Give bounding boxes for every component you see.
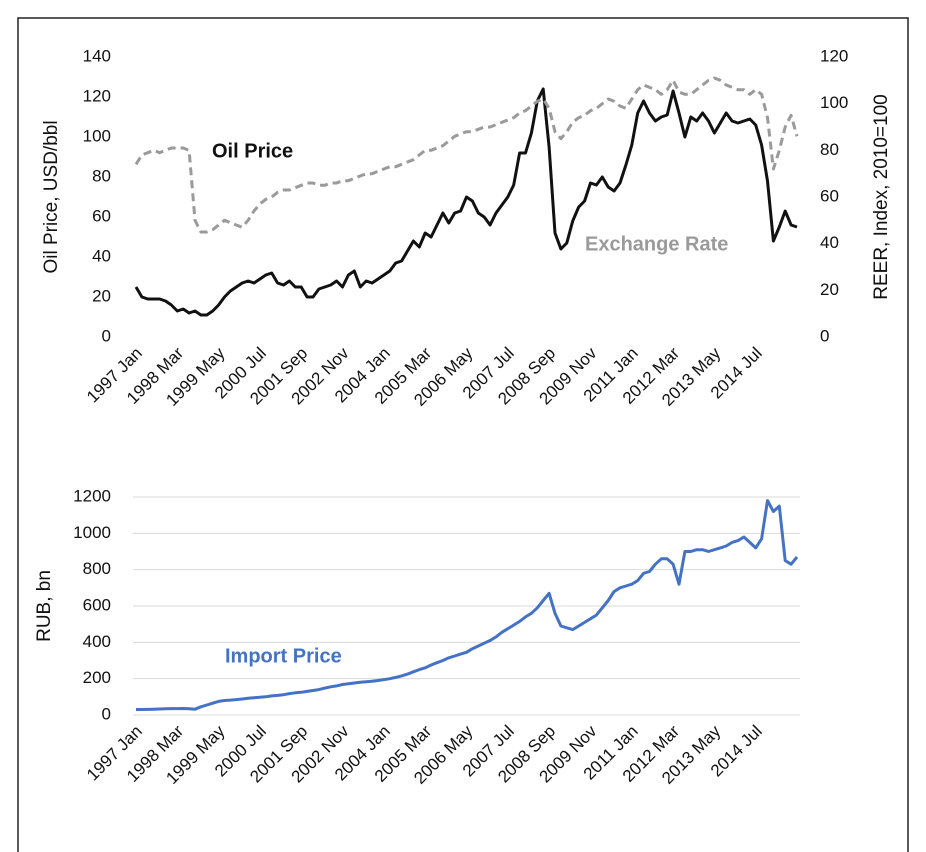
data-line (134, 87, 798, 317)
y2-tick-label: 20 (820, 280, 839, 299)
y-tick-label: 140 (83, 46, 111, 65)
data-line (136, 499, 799, 711)
y-tick-label: 80 (92, 166, 111, 185)
y-tick-label: 20 (92, 286, 111, 305)
y2-tick-label: 80 (820, 140, 839, 159)
y-tick-label: 1000 (73, 523, 111, 542)
series-label: Import Price (225, 645, 342, 667)
y-tick-label: 0 (102, 704, 111, 723)
y2-tick-label: 40 (820, 233, 839, 252)
series-label: Oil Price (212, 140, 293, 162)
y-axis-title: Oil Price, USD/bbl (41, 120, 62, 273)
y-tick-label: 200 (83, 668, 111, 687)
y2-tick-label: 60 (820, 186, 839, 205)
y-tick-label: 120 (83, 86, 111, 105)
frame (17, 17, 909, 852)
y-tick-label: 0 (102, 326, 111, 345)
y2-tick-label: 0 (820, 326, 829, 345)
y2-tick-label: 120 (820, 46, 848, 65)
y-tick-label: 60 (92, 206, 111, 225)
series-label: Exchange Rate (585, 233, 728, 255)
y-tick-label: 400 (83, 632, 111, 651)
y2-tick-label: 100 (820, 93, 848, 112)
y-tick-label: 600 (83, 595, 111, 614)
y-axis-title: RUB, bn (34, 570, 55, 642)
y-tick-label: 800 (83, 559, 111, 578)
y-tick-label: 40 (92, 246, 111, 265)
y-tick-label: 100 (83, 126, 111, 145)
y2-axis-title: REER, Index, 2010=100 (871, 94, 892, 299)
y-tick-label: 1200 (73, 486, 111, 505)
data-line (134, 76, 799, 234)
